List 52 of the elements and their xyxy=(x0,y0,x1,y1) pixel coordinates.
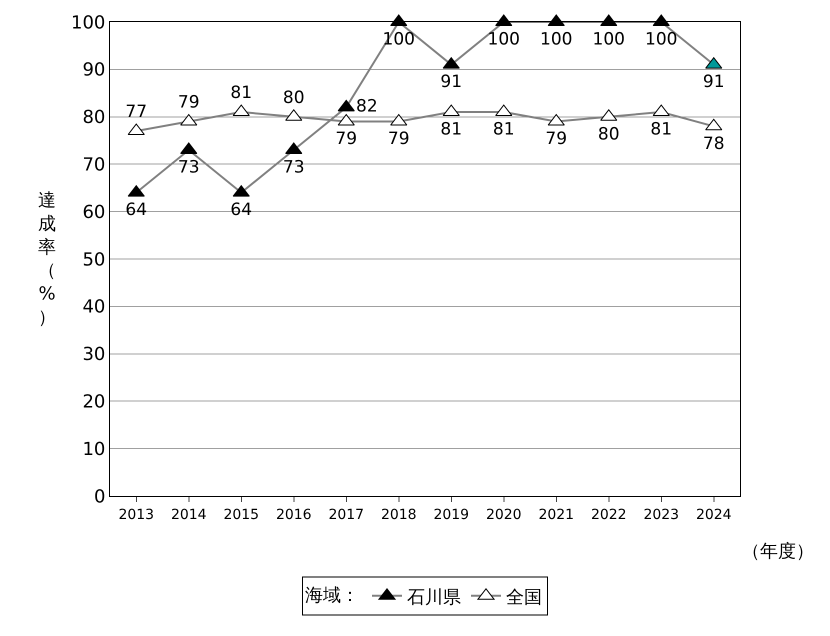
y-tick-label: 70 xyxy=(82,154,106,176)
data-label: 79 xyxy=(545,129,568,150)
x-tick-label: 2014 xyxy=(170,506,207,523)
y-tick-label: 10 xyxy=(82,438,106,460)
x-tick-label: 2017 xyxy=(328,506,364,523)
data-label: 73 xyxy=(178,157,200,178)
x-tick-label: 2015 xyxy=(223,506,260,523)
x-tick-label: 2024 xyxy=(696,506,732,523)
y-tick-label: 40 xyxy=(82,296,106,318)
y-tick-label: 90 xyxy=(82,60,106,81)
data-label: 79 xyxy=(178,92,200,113)
y-tick-label: 20 xyxy=(82,392,106,412)
data-label: 81 xyxy=(650,120,672,140)
data-label: 100 xyxy=(540,30,572,50)
data-label: 81 xyxy=(440,120,462,140)
data-label: 100 xyxy=(645,30,678,50)
x-tick-label: 2021 xyxy=(538,506,574,523)
x-tick-label: 2013 xyxy=(118,506,154,523)
x-tick-label: 2023 xyxy=(643,506,680,523)
x-tick-label: 2020 xyxy=(486,506,522,523)
data-label: 79 xyxy=(388,129,410,150)
data-label: 73 xyxy=(282,157,305,178)
x-tick-label: 2018 xyxy=(380,506,417,523)
data-label: 80 xyxy=(282,88,305,108)
legend-title: 海域： xyxy=(305,584,359,606)
data-label: 80 xyxy=(598,124,620,144)
y-tick-label: 60 xyxy=(82,202,106,223)
data-label: 82 xyxy=(356,96,378,117)
y-tick-label: 100 xyxy=(71,12,106,34)
legend-label: 石川県 xyxy=(407,586,461,608)
data-label: 100 xyxy=(592,30,625,50)
legend-label: 全国 xyxy=(506,586,542,608)
data-label: 78 xyxy=(702,134,725,154)
y-tick-label: 80 xyxy=(82,107,106,128)
x-axis-title: （年度） xyxy=(742,541,814,562)
data-label: 100 xyxy=(488,30,520,50)
data-label: 77 xyxy=(125,102,148,122)
data-label: 81 xyxy=(492,120,515,140)
data-label: 91 xyxy=(702,72,725,92)
data-label: 91 xyxy=(440,72,462,92)
y-tick-label: 30 xyxy=(82,344,106,366)
y-tick-label: 0 xyxy=(94,486,106,508)
y-tick-label: 50 xyxy=(82,249,106,270)
x-tick-label: 2016 xyxy=(276,506,312,523)
data-label: 100 xyxy=(382,30,415,50)
x-tick-label: 2022 xyxy=(590,506,627,523)
x-tick-label: 2019 xyxy=(433,506,470,523)
data-label: 64 xyxy=(125,200,148,220)
y-axis-title: 達成率（%） xyxy=(38,190,56,328)
data-label: 79 xyxy=(335,129,358,150)
data-label: 64 xyxy=(230,200,252,220)
data-label: 81 xyxy=(230,83,252,104)
